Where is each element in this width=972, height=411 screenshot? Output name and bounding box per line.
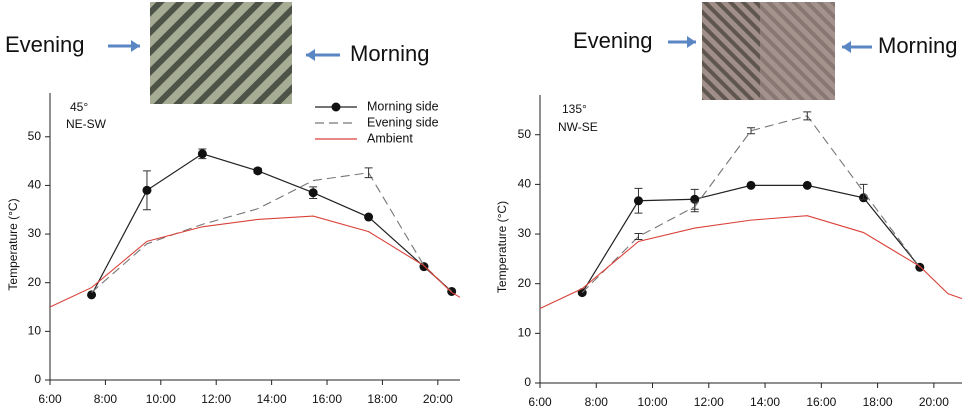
- y-tick-label: 0: [34, 372, 41, 386]
- x-tick-label: 10:00: [146, 392, 176, 406]
- image-label: Evening: [5, 32, 85, 57]
- y-tick-label: 30: [28, 226, 42, 240]
- error-bar: [859, 183, 868, 200]
- y-tick-label: 20: [28, 275, 42, 289]
- x-tick-label: 12:00: [694, 395, 724, 409]
- x-tick-label: 18:00: [367, 392, 397, 406]
- arrow-head: [687, 36, 696, 48]
- x-tick-label: 16:00: [806, 395, 836, 409]
- x-tick-label: 18:00: [863, 395, 893, 409]
- marker: [802, 180, 812, 190]
- y-tick-label: 0: [524, 375, 531, 389]
- x-tick-label: 20:00: [423, 392, 453, 406]
- series-line: [539, 215, 963, 310]
- marker: [364, 212, 374, 222]
- marker: [142, 185, 152, 195]
- image-label: Morning: [878, 33, 957, 58]
- x-tick-label: 14:00: [750, 395, 780, 409]
- marker: [746, 180, 756, 190]
- error-bar: [803, 111, 812, 121]
- x-tick-label: 16:00: [312, 392, 342, 406]
- annotation: 45°: [70, 100, 88, 114]
- y-tick-label: 50: [28, 129, 42, 143]
- photos: [150, 2, 835, 104]
- y-tick-label: 40: [28, 178, 42, 192]
- x-tick-label: 6:00: [528, 395, 552, 409]
- annotation: NW-SE: [558, 120, 598, 134]
- error-bar: [364, 167, 373, 179]
- error-bar: [634, 233, 643, 240]
- series-line: [91, 172, 453, 293]
- marker: [253, 166, 263, 176]
- arrow-head: [131, 40, 140, 52]
- x-tick-label: 8:00: [585, 395, 609, 409]
- legend-label: Morning side: [367, 99, 439, 113]
- x-tick-label: 6:00: [38, 392, 62, 406]
- y-axis-label: Temperature (°C): [495, 201, 509, 293]
- legend-label: Ambient: [367, 131, 413, 145]
- x-tick-label: 20:00: [919, 395, 949, 409]
- marker: [197, 149, 207, 159]
- image-label: Evening: [573, 28, 653, 53]
- y-tick-label: 40: [518, 177, 532, 191]
- marker: [308, 188, 318, 198]
- marker: [633, 196, 643, 206]
- arrow-head: [842, 41, 851, 53]
- field-photo: [150, 2, 292, 104]
- arrow-head: [306, 49, 315, 61]
- photo-shade: [760, 2, 835, 100]
- x-tick-label: 10:00: [638, 395, 668, 409]
- y-axis-label: Temperature (°C): [6, 198, 20, 290]
- legend-label: Evening side: [367, 115, 439, 129]
- x-tick-label: 8:00: [94, 392, 118, 406]
- error-bar: [690, 201, 699, 213]
- legend-marker: [331, 102, 341, 112]
- series-line: [581, 184, 921, 293]
- annotation: 135°: [562, 102, 587, 116]
- y-tick-label: 20: [518, 276, 532, 290]
- x-tick-label: 14:00: [257, 392, 287, 406]
- image-label: Morning: [350, 41, 429, 66]
- y-tick-label: 30: [518, 226, 532, 240]
- series-line: [91, 153, 453, 296]
- error-bar: [747, 127, 755, 135]
- x-tick-label: 12:00: [201, 392, 231, 406]
- y-tick-label: 10: [28, 324, 42, 338]
- annotation: NE-SW: [66, 117, 107, 131]
- marker: [87, 290, 97, 300]
- y-tick-label: 10: [518, 326, 532, 340]
- y-tick-label: 50: [518, 127, 532, 141]
- series-line: [49, 215, 461, 308]
